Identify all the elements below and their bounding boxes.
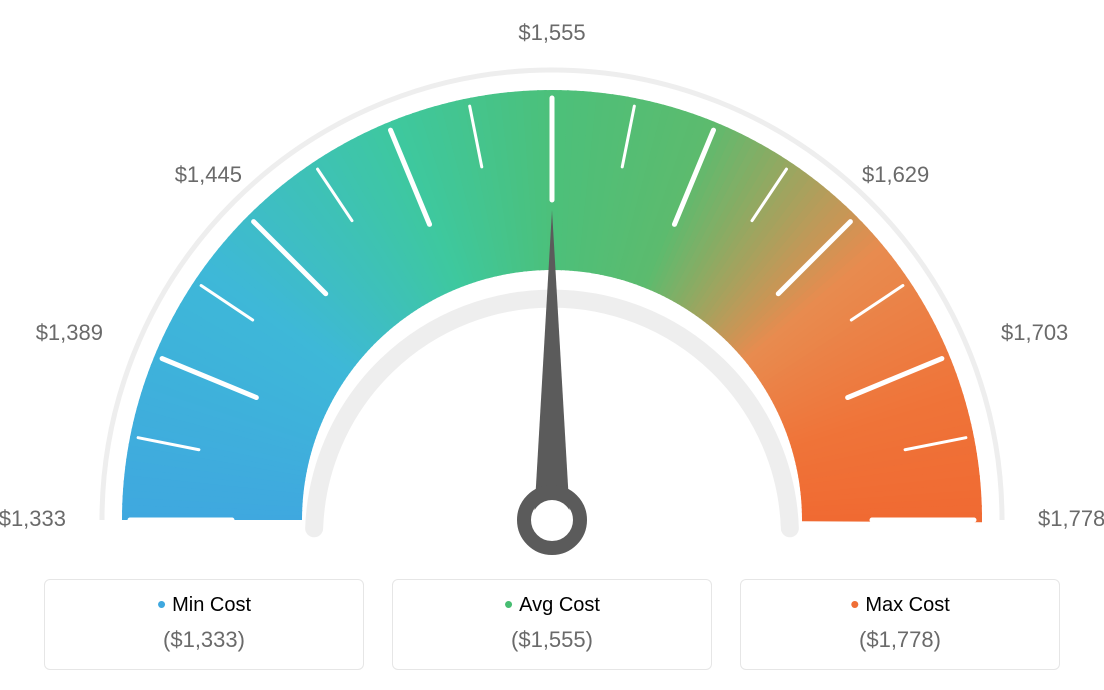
gauge-tick-label: $1,778 (1038, 506, 1104, 532)
gauge-tick-label: $1,703 (1001, 320, 1091, 346)
legend-card-avg: • Avg Cost ($1,555) (392, 579, 712, 670)
legend-title-min: • Min Cost (55, 594, 353, 617)
gauge-chart: $1,333 $1,389 $1,445 $1,555 $1,629 $1,703 $1,7… (0, 0, 1104, 560)
legend-card-min: • Min Cost ($1,333) (44, 579, 364, 670)
legend-value-max: ($1,778) (751, 627, 1049, 653)
gauge-tick-label: $1,445 (163, 162, 253, 188)
legend-label-max: Max Cost (865, 594, 949, 616)
legend-card-max: • Max Cost ($1,778) (740, 579, 1060, 670)
gauge-tick-label: $1,333 (0, 506, 66, 532)
legend-value-avg: ($1,555) (403, 627, 701, 653)
gauge-tick-label: $1,389 (13, 320, 103, 346)
legend-label-min: Min Cost (172, 594, 251, 616)
legend-title-avg: • Avg Cost (403, 594, 701, 617)
bullet-icon: • (850, 598, 859, 610)
legend-label-avg: Avg Cost (519, 594, 600, 616)
legend-title-max: • Max Cost (751, 594, 1049, 617)
bullet-icon: • (157, 598, 166, 610)
legend-value-min: ($1,333) (55, 627, 353, 653)
bullet-icon: • (504, 598, 513, 610)
gauge-svg (52, 20, 1052, 580)
gauge-tick-label: $1,629 (851, 162, 941, 188)
legend-row: • Min Cost ($1,333) • Avg Cost ($1,555) • M… (0, 579, 1104, 670)
gauge-tick-label: $1,555 (507, 20, 597, 46)
